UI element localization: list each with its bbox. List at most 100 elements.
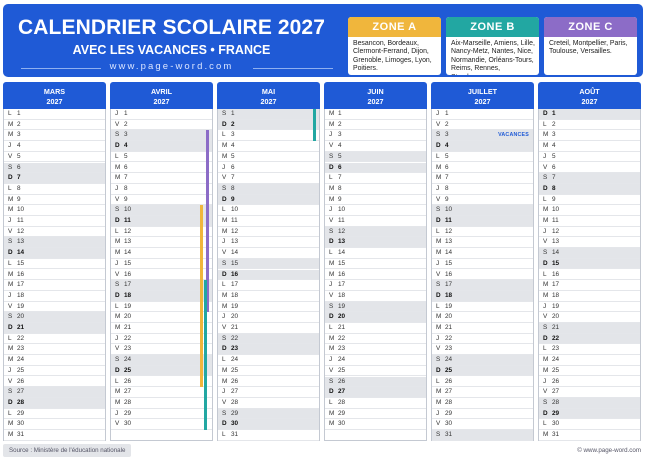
day-row[interactable]: V 16: [432, 270, 533, 281]
day-row[interactable]: L 14: [325, 248, 426, 259]
day-row[interactable]: D 23: [218, 344, 319, 356]
day-row[interactable]: J 18: [4, 291, 105, 302]
day-row[interactable]: S 13: [4, 237, 105, 249]
day-row[interactable]: V 12: [4, 227, 105, 238]
day-row[interactable]: D 25: [111, 365, 212, 377]
day-row[interactable]: J 22: [432, 334, 533, 345]
day-row[interactable]: V 30: [432, 419, 533, 430]
day-row[interactable]: D 11: [432, 216, 533, 227]
day-row[interactable]: L 22: [4, 334, 105, 345]
day-row[interactable]: D 27: [325, 387, 426, 398]
day-row[interactable]: D 13: [325, 237, 426, 249]
day-row[interactable]: V 21: [218, 323, 319, 334]
day-row[interactable]: D 28: [4, 397, 105, 409]
day-row[interactable]: S 22: [218, 333, 319, 345]
day-row[interactable]: L 30: [539, 419, 640, 430]
day-row[interactable]: L 21: [325, 323, 426, 334]
day-row[interactable]: M 14: [111, 248, 212, 259]
day-row[interactable]: J 20: [218, 312, 319, 323]
site-url[interactable]: www.page-word.com: [109, 61, 234, 72]
day-row[interactable]: D 30: [218, 419, 319, 430]
day-row[interactable]: D 29: [539, 408, 640, 420]
day-row[interactable]: M 25: [539, 366, 640, 377]
day-row[interactable]: M 16: [325, 270, 426, 281]
day-row[interactable]: J 27: [218, 387, 319, 398]
day-row[interactable]: J 17: [325, 280, 426, 291]
day-row[interactable]: M 13: [432, 237, 533, 249]
day-row[interactable]: M 16: [4, 270, 105, 281]
day-row[interactable]: V 30: [111, 419, 212, 430]
day-row[interactable]: V 20: [539, 312, 640, 323]
day-row[interactable]: S 21: [539, 323, 640, 334]
day-row[interactable]: S 10: [111, 205, 212, 216]
day-row[interactable]: M 29: [325, 409, 426, 420]
day-row[interactable]: V 23: [111, 344, 212, 356]
day-row[interactable]: S 17: [432, 280, 533, 291]
day-row[interactable]: J 29: [111, 409, 212, 420]
day-row[interactable]: M 21: [111, 323, 212, 334]
day-row[interactable]: D 21: [4, 323, 105, 334]
day-row[interactable]: M 21: [432, 323, 533, 334]
day-row[interactable]: M 26: [218, 377, 319, 388]
day-row[interactable]: J 29: [432, 409, 533, 420]
day-row[interactable]: M 25: [218, 366, 319, 377]
day-row[interactable]: J 11: [4, 216, 105, 227]
day-row[interactable]: M 12: [218, 227, 319, 238]
day-row[interactable]: L 17: [218, 280, 319, 291]
day-row[interactable]: L 24: [218, 355, 319, 366]
day-row[interactable]: J 15: [111, 259, 212, 270]
day-row[interactable]: J 13: [218, 237, 319, 249]
day-row[interactable]: J 25: [4, 366, 105, 377]
day-row[interactable]: L 31: [218, 430, 319, 441]
day-row[interactable]: M 27: [111, 387, 212, 398]
day-row[interactable]: V 16: [111, 270, 212, 281]
day-row[interactable]: V 19: [4, 302, 105, 313]
day-row[interactable]: D 16: [218, 269, 319, 281]
day-row[interactable]: M 19: [218, 302, 319, 313]
day-row[interactable]: M 11: [539, 216, 640, 227]
day-row[interactable]: L 15: [4, 259, 105, 270]
day-row[interactable]: S 24: [432, 355, 533, 366]
day-row[interactable]: D 18: [432, 290, 533, 302]
day-row[interactable]: M 31: [539, 430, 640, 441]
day-row[interactable]: S 15: [218, 258, 319, 270]
day-row[interactable]: M 10: [539, 205, 640, 216]
day-row[interactable]: L 16: [539, 270, 640, 281]
day-row[interactable]: M 28: [111, 398, 212, 409]
day-row[interactable]: S 3 VACANCES: [432, 130, 533, 142]
day-row[interactable]: M 30: [4, 419, 105, 430]
day-row[interactable]: J 19: [539, 302, 640, 313]
day-row[interactable]: V 18: [325, 291, 426, 302]
day-row[interactable]: V 27: [539, 387, 640, 398]
day-row[interactable]: M 23: [4, 344, 105, 356]
day-row[interactable]: S 29: [218, 408, 319, 420]
day-row[interactable]: S 12: [325, 226, 426, 238]
day-row[interactable]: D 14: [4, 248, 105, 259]
day-row[interactable]: S 26: [325, 376, 426, 388]
day-row[interactable]: M 28: [432, 398, 533, 409]
day-row[interactable]: V 23: [432, 344, 533, 356]
